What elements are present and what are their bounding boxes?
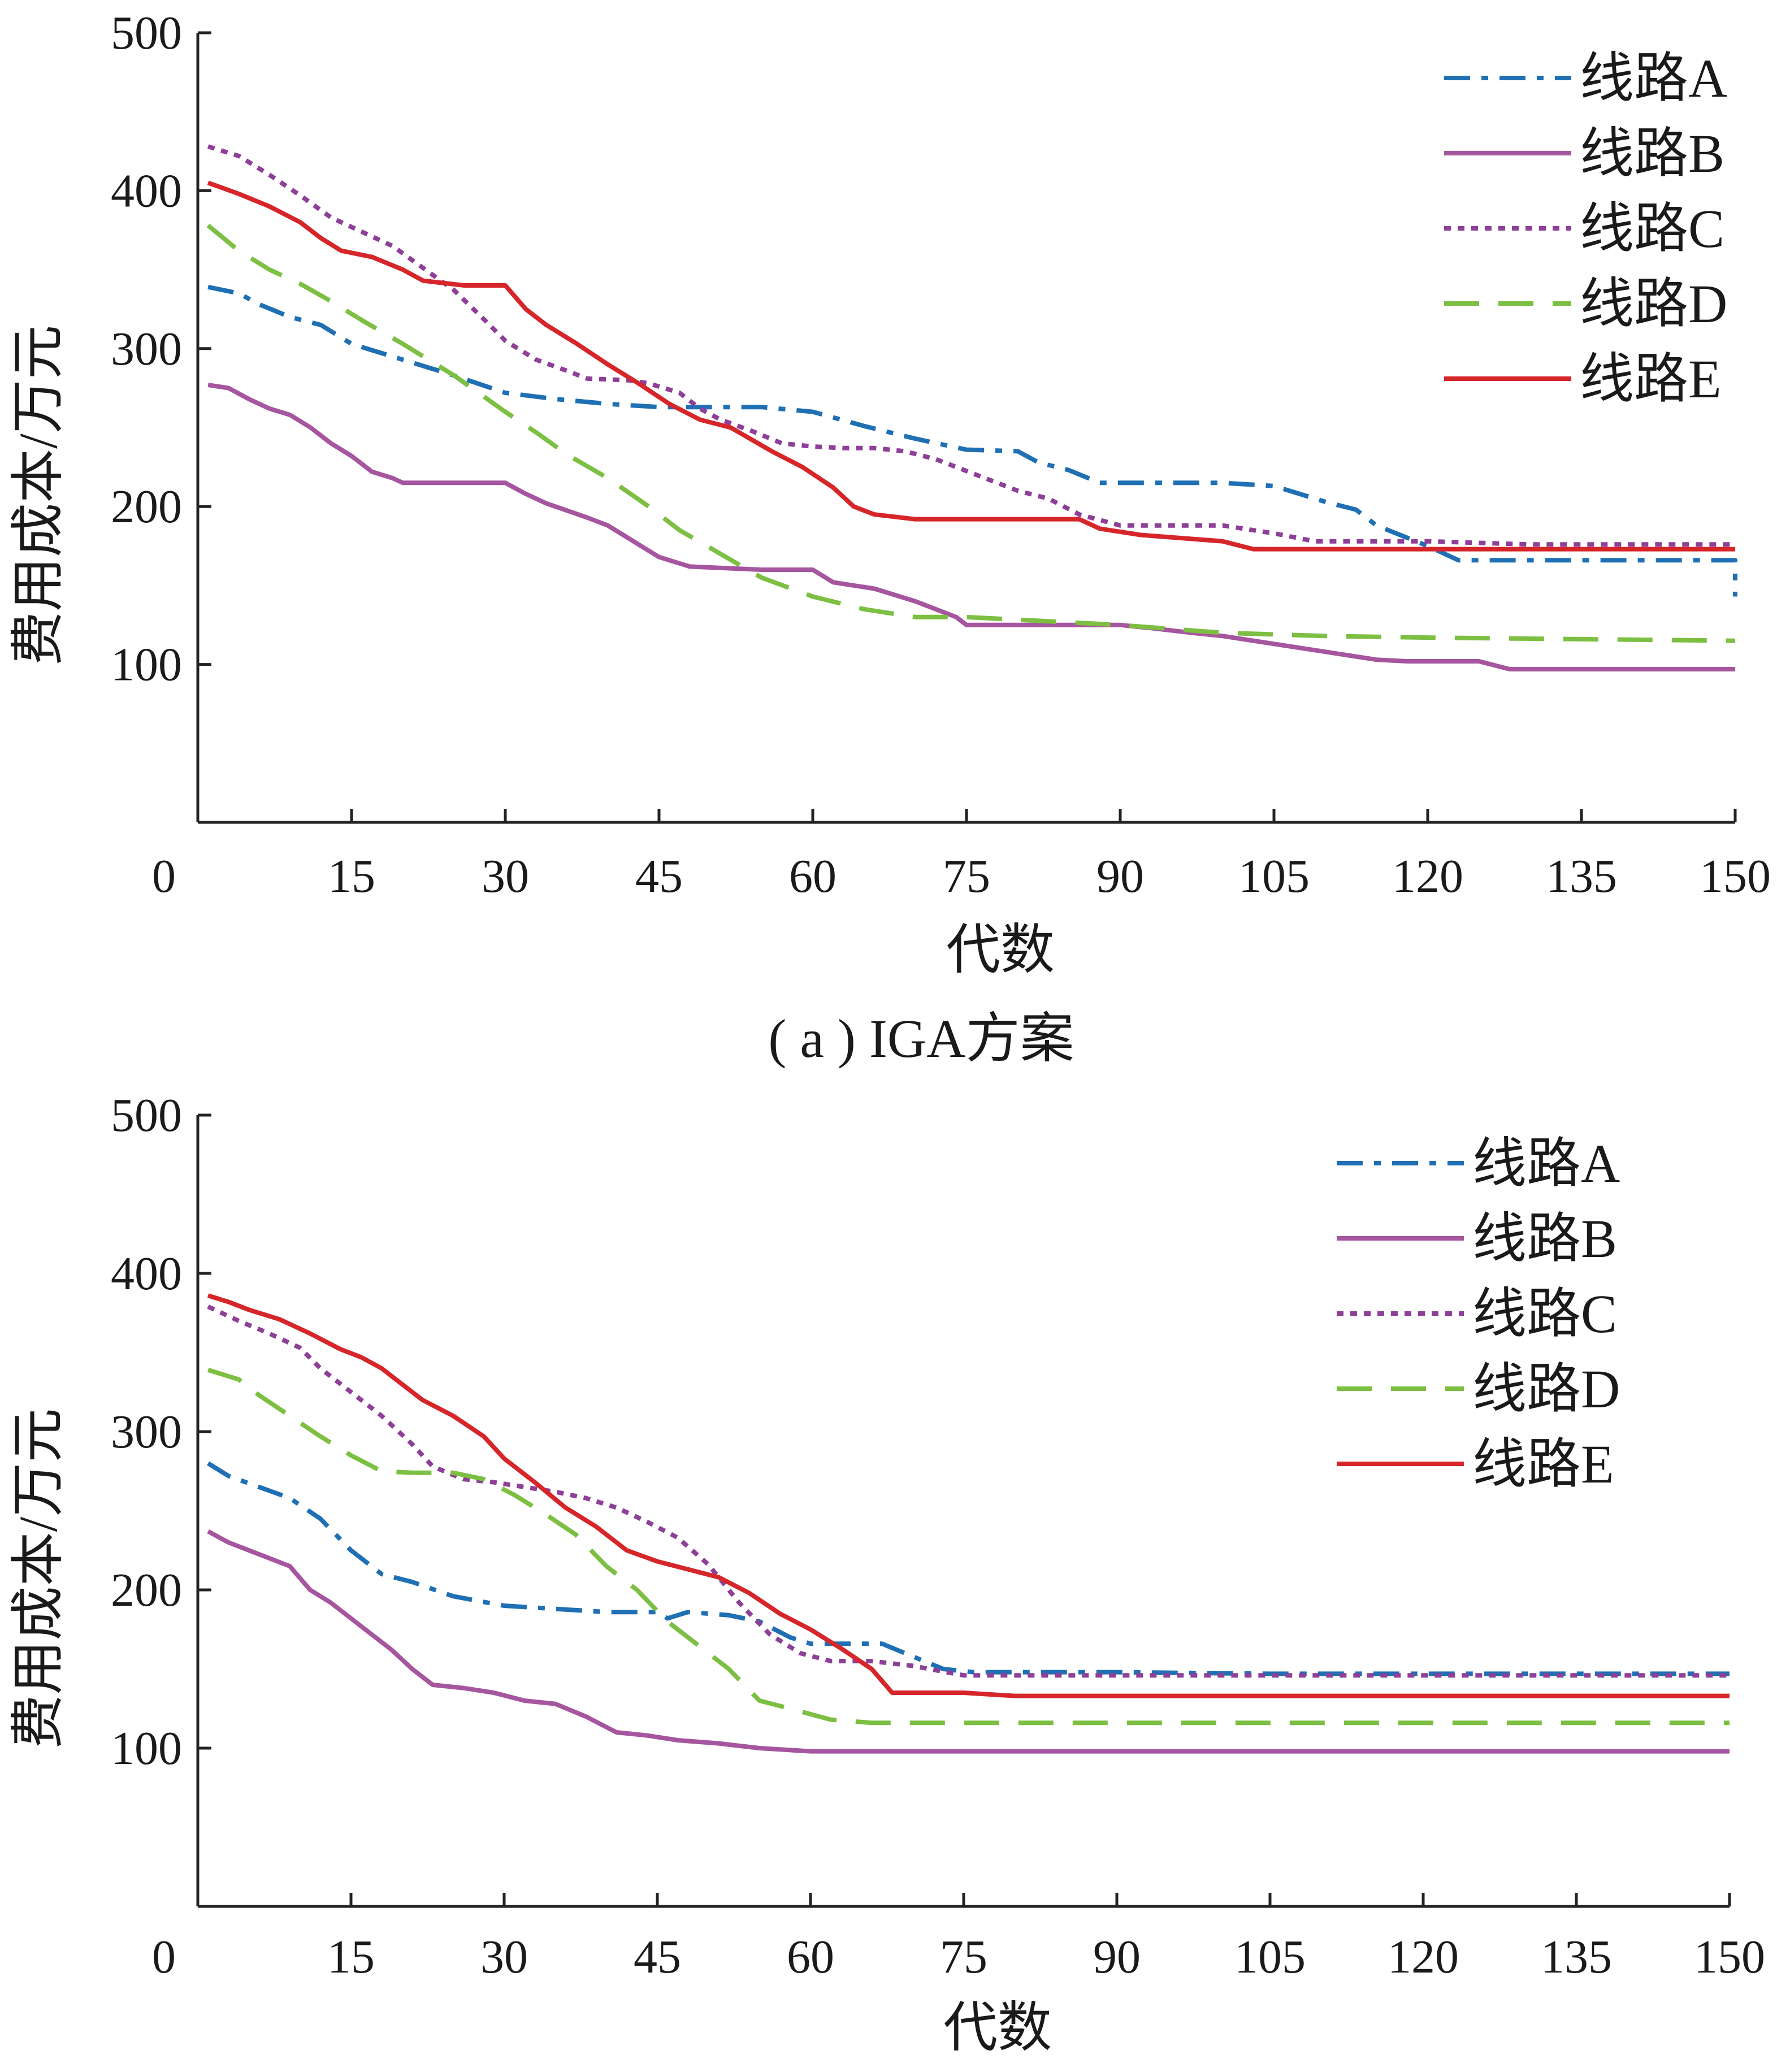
x-tick-label: 60 xyxy=(787,1931,834,1983)
series-line-3 xyxy=(207,1304,1730,1678)
legend-label: 线路B xyxy=(1472,1208,1617,1269)
x-tick-label: 0 xyxy=(152,1931,176,1983)
series-line-4 xyxy=(207,1367,1730,1726)
x-tick-label: 105 xyxy=(1238,850,1310,903)
series-line-5 xyxy=(207,180,1735,552)
x-tick-label: 60 xyxy=(789,850,837,903)
x-tick-label: 150 xyxy=(1700,850,1771,903)
y-tick-label: 500 xyxy=(111,1089,182,1142)
legend-label: 线路A xyxy=(1472,1133,1620,1194)
x-tick-label: 0 xyxy=(152,850,176,903)
y-tick-label: 500 xyxy=(111,7,182,59)
y-tick-label: 100 xyxy=(111,1722,182,1775)
x-tick-label: 135 xyxy=(1546,850,1617,903)
legend-label: 线路A xyxy=(1580,48,1727,109)
y-axis-title: 费用成本/万元 xyxy=(8,325,68,666)
y-tick-label: 400 xyxy=(111,164,182,217)
x-tick-label: 120 xyxy=(1388,1931,1459,1983)
x-tick-label: 15 xyxy=(327,1931,375,1983)
series-line-1 xyxy=(206,1461,1730,1676)
y-tick-label: 200 xyxy=(111,1564,182,1616)
x-tick-label: 150 xyxy=(1694,1931,1765,1983)
x-axis-title: 代数 xyxy=(946,920,1055,980)
x-tick-label: 75 xyxy=(943,850,990,903)
y-tick-label: 100 xyxy=(111,639,182,691)
series-line-2 xyxy=(207,1529,1730,1754)
y-tick-label: 400 xyxy=(111,1247,182,1300)
legend-label: 线路E xyxy=(1580,349,1722,409)
chart-panel-b: 0 15 30 45 60 75 90 105 120 135 150 100 200 300 400 500… xyxy=(8,1089,1765,2058)
x-tick-label: 135 xyxy=(1541,1931,1612,1983)
series-line-2 xyxy=(207,383,1735,671)
x-tick-label: 45 xyxy=(634,1931,681,1983)
y-tick-label: 300 xyxy=(111,323,182,375)
x-tick-label: 30 xyxy=(482,850,529,903)
legend-label: 线路D xyxy=(1472,1359,1620,1419)
legend-label: 线路B xyxy=(1580,123,1724,184)
y-tick-label: 300 xyxy=(111,1406,182,1458)
x-axis-title: 代数 xyxy=(943,1997,1052,2058)
legend-label: 线路D xyxy=(1580,274,1727,334)
x-tick-label: 30 xyxy=(480,1931,528,1983)
series-line-4 xyxy=(206,223,1736,643)
series-line-5 xyxy=(207,1293,1730,1698)
x-tick-label: 105 xyxy=(1234,1931,1306,1983)
y-axis-title: 费用成本/万元 xyxy=(8,1408,68,1749)
x-tick-label: 90 xyxy=(1096,850,1144,903)
legend-label: 线路C xyxy=(1580,198,1724,259)
series-line-3 xyxy=(207,144,1735,547)
x-tick-label: 90 xyxy=(1093,1931,1141,1983)
x-tick-label: 15 xyxy=(328,850,375,903)
x-tick-label: 75 xyxy=(940,1931,987,1983)
series-line-1 xyxy=(207,284,1737,597)
y-tick-label: 200 xyxy=(111,480,182,533)
chart-caption-a: ( a ) IGA方案 xyxy=(768,1008,1074,1069)
x-tick-label: 120 xyxy=(1392,850,1463,903)
legend-label: 线路E xyxy=(1472,1434,1614,1494)
x-tick-label: 45 xyxy=(635,850,683,903)
legend-label: 线路C xyxy=(1472,1284,1617,1344)
chart-panel-a: 0 15 30 45 60 75 90 105 120 135 150 100 200 300 400 500… xyxy=(8,7,1771,980)
